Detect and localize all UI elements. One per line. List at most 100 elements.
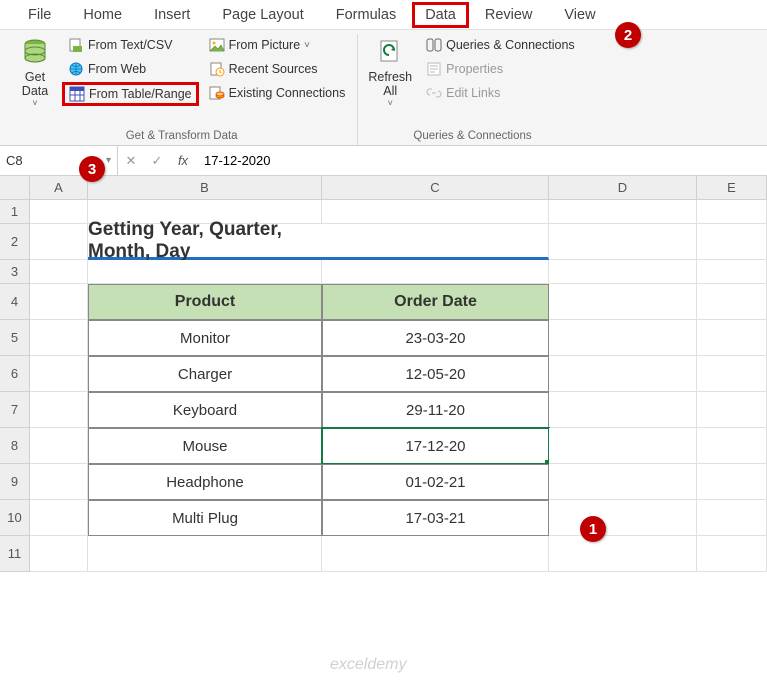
row-header[interactable]: 5 xyxy=(0,320,30,356)
get-data-button[interactable]: Get Data ˅ xyxy=(12,34,58,126)
cell[interactable] xyxy=(697,356,767,392)
col-header[interactable]: C xyxy=(322,176,549,199)
cancel-icon[interactable]: ✕ xyxy=(118,153,144,169)
table-cell[interactable]: 12-05-20 xyxy=(322,356,549,392)
cell[interactable] xyxy=(322,200,549,224)
cell[interactable] xyxy=(549,320,697,356)
page-title[interactable]: Getting Year, Quarter, Month, Day xyxy=(88,224,322,260)
cell[interactable] xyxy=(549,284,697,320)
from-web-button[interactable]: From Web xyxy=(62,58,199,80)
row-header[interactable]: 11 xyxy=(0,536,30,572)
cell[interactable] xyxy=(30,500,88,536)
cell[interactable] xyxy=(30,536,88,572)
tab-data[interactable]: Data xyxy=(412,2,469,28)
row-header[interactable]: 8 xyxy=(0,428,30,464)
cell[interactable] xyxy=(322,260,549,284)
from-picture-button[interactable]: From Picture xyxy=(203,34,352,56)
tab-formulas[interactable]: Formulas xyxy=(320,2,412,28)
col-header[interactable]: B xyxy=(88,176,322,199)
cell[interactable] xyxy=(549,536,697,572)
from-text-csv-button[interactable]: From Text/CSV xyxy=(62,34,199,56)
table-cell[interactable]: 01-02-21 xyxy=(322,464,549,500)
refresh-all-button[interactable]: Refresh All ˅ xyxy=(364,34,416,126)
cell[interactable] xyxy=(30,284,88,320)
row-header[interactable]: 4 xyxy=(0,284,30,320)
tab-view[interactable]: View xyxy=(548,2,611,28)
name-box-value: C8 xyxy=(6,153,23,168)
file-csv-icon xyxy=(68,37,84,53)
table-cell[interactable]: Charger xyxy=(88,356,322,392)
col-header[interactable]: A xyxy=(30,176,88,199)
cell[interactable] xyxy=(322,224,549,260)
cell[interactable] xyxy=(30,464,88,500)
cell[interactable] xyxy=(549,500,697,536)
table-head-product[interactable]: Product xyxy=(88,284,322,320)
cell[interactable] xyxy=(88,536,322,572)
formula-input[interactable] xyxy=(196,153,767,168)
from-table-range-label: From Table/Range xyxy=(89,87,192,101)
callout-3: 3 xyxy=(79,156,105,182)
table-cell[interactable]: Monitor xyxy=(88,320,322,356)
cell[interactable] xyxy=(30,356,88,392)
recent-icon xyxy=(209,61,225,77)
from-table-range-button[interactable]: From Table/Range xyxy=(62,82,199,106)
recent-sources-button[interactable]: Recent Sources xyxy=(203,58,352,80)
tab-page-layout[interactable]: Page Layout xyxy=(206,2,319,28)
cell[interactable] xyxy=(30,260,88,284)
cell[interactable] xyxy=(30,392,88,428)
cell[interactable] xyxy=(549,356,697,392)
cell[interactable] xyxy=(549,392,697,428)
table-cell[interactable]: Multi Plug xyxy=(88,500,322,536)
col-header[interactable]: E xyxy=(697,176,767,199)
row-header[interactable]: 7 xyxy=(0,392,30,428)
row-header[interactable]: 1 xyxy=(0,200,30,224)
row-header[interactable]: 3 xyxy=(0,260,30,284)
cell[interactable] xyxy=(697,260,767,284)
tab-review[interactable]: Review xyxy=(469,2,549,28)
cell[interactable] xyxy=(549,260,697,284)
cell[interactable] xyxy=(30,224,88,260)
cell[interactable] xyxy=(549,200,697,224)
table-head-order-date[interactable]: Order Date xyxy=(322,284,549,320)
row-header[interactable]: 2 xyxy=(0,224,30,260)
row-header[interactable]: 6 xyxy=(0,356,30,392)
enter-icon[interactable]: ✓ xyxy=(144,153,170,169)
cell[interactable] xyxy=(697,392,767,428)
table-cell[interactable]: 23-03-20 xyxy=(322,320,549,356)
worksheet: A B C D E 1 2 Getting Year, Quarter, Mon… xyxy=(0,176,767,572)
row-header[interactable]: 9 xyxy=(0,464,30,500)
row-header[interactable]: 10 xyxy=(0,500,30,536)
table-cell[interactable]: 17-03-21 xyxy=(322,500,549,536)
cell[interactable] xyxy=(549,428,697,464)
queries-connections-button[interactable]: Queries & Connections xyxy=(420,34,581,56)
cell[interactable] xyxy=(549,224,697,260)
table-cell[interactable]: Headphone xyxy=(88,464,322,500)
table-cell[interactable]: Keyboard xyxy=(88,392,322,428)
cell[interactable] xyxy=(30,428,88,464)
cell[interactable] xyxy=(697,428,767,464)
selected-cell[interactable]: 17-12-20 xyxy=(322,428,549,464)
col-header[interactable]: D xyxy=(549,176,697,199)
properties-button[interactable]: Properties xyxy=(420,58,581,80)
cell[interactable] xyxy=(30,200,88,224)
tab-file[interactable]: File xyxy=(12,2,67,28)
cell[interactable] xyxy=(697,464,767,500)
cell[interactable] xyxy=(30,320,88,356)
cell[interactable] xyxy=(88,260,322,284)
tab-home[interactable]: Home xyxy=(67,2,138,28)
cell[interactable] xyxy=(697,200,767,224)
existing-connections-button[interactable]: Existing Connections xyxy=(203,82,352,104)
select-all-corner[interactable] xyxy=(0,176,30,199)
cell[interactable] xyxy=(697,320,767,356)
table-cell[interactable]: Mouse xyxy=(88,428,322,464)
cell[interactable] xyxy=(697,500,767,536)
fx-icon[interactable]: fx xyxy=(170,153,196,168)
table-cell[interactable]: 29-11-20 xyxy=(322,392,549,428)
cell[interactable] xyxy=(322,536,549,572)
tab-insert[interactable]: Insert xyxy=(138,2,206,28)
cell[interactable] xyxy=(697,536,767,572)
cell[interactable] xyxy=(549,464,697,500)
cell[interactable] xyxy=(697,224,767,260)
cell[interactable] xyxy=(697,284,767,320)
edit-links-button[interactable]: Edit Links xyxy=(420,82,581,104)
